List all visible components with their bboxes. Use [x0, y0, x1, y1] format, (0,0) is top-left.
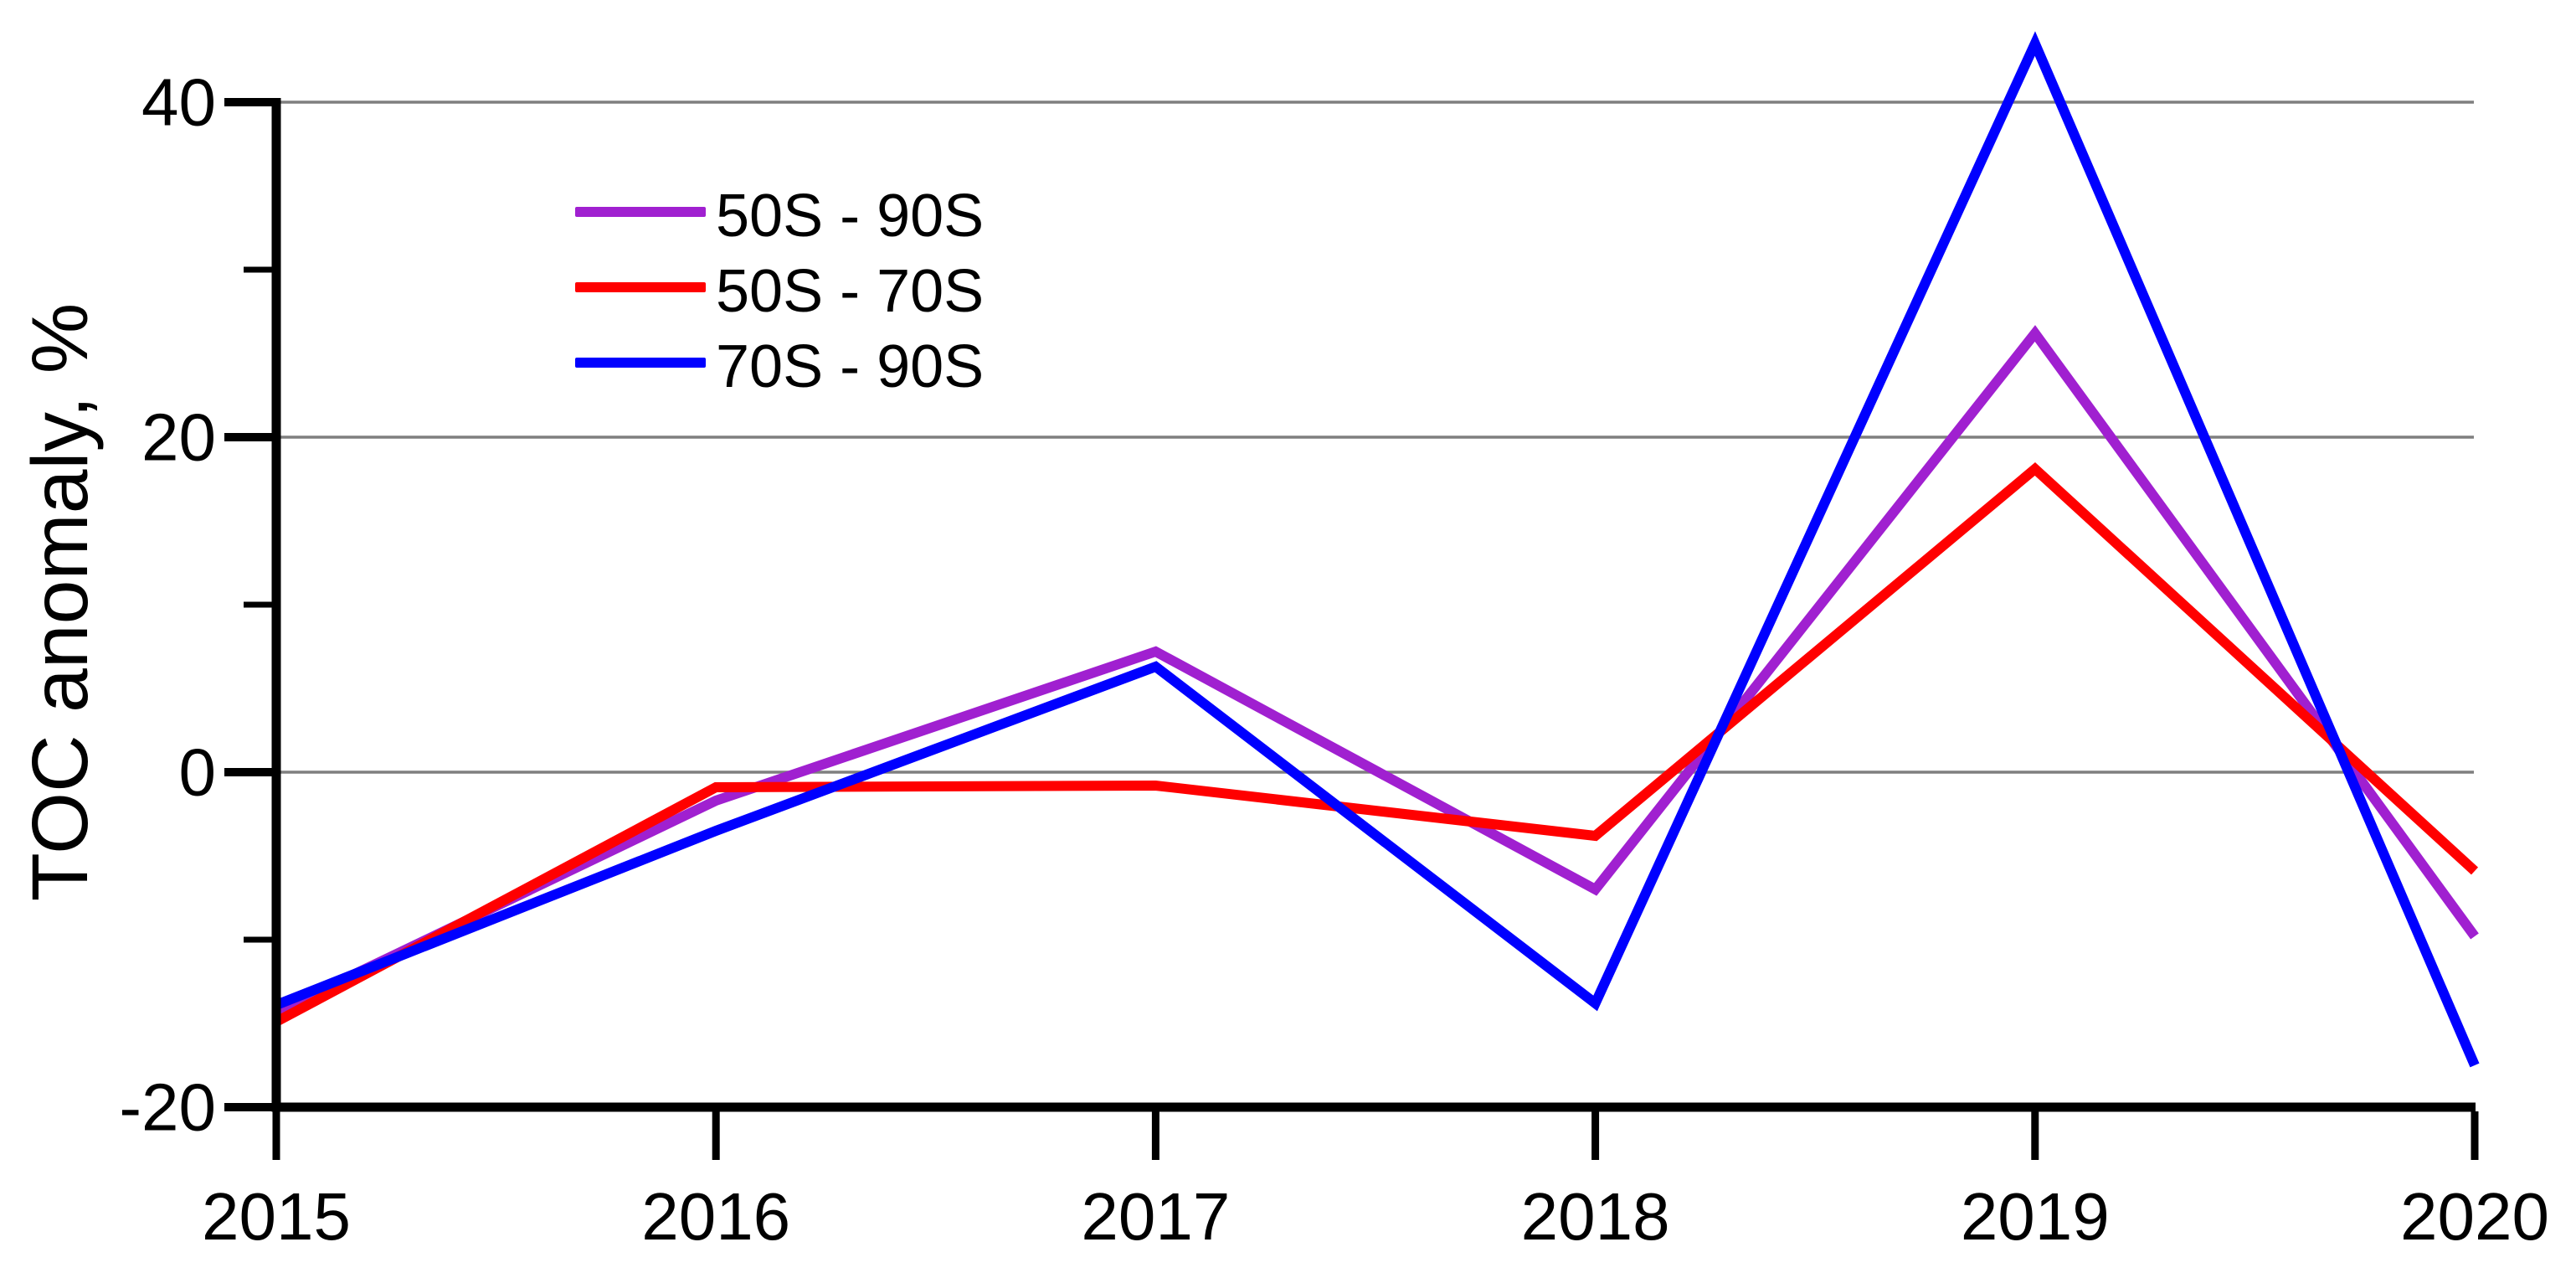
x-tick-label-2019: 2019: [1961, 1179, 2110, 1254]
y-tick-label-40: 40: [141, 65, 216, 140]
series-lines: [274, 31, 2480, 1068]
axes: [271, 98, 2476, 1112]
series-line-50s-90s: [274, 325, 2479, 1017]
series-line-50s-70s: [274, 462, 2479, 1027]
legend-line-50s-70s: [575, 282, 706, 292]
legend-line-70s-90s: [575, 358, 706, 368]
x-tick-label-2020: 2020: [2400, 1179, 2549, 1254]
x-tick-label-2017: 2017: [1081, 1179, 1230, 1254]
axis-ticks: [224, 98, 2479, 1160]
x-tick-labels: 2015 2016 2017 2018 2019 2020: [202, 1179, 2549, 1254]
legend-label: 50S - 70S: [716, 258, 985, 325]
x-tick-label-2018: 2018: [1521, 1179, 1670, 1254]
x-tick-label-2015: 2015: [202, 1179, 351, 1254]
legend-line-50s-90s: [575, 207, 706, 217]
legend-label: 70S - 90S: [716, 333, 985, 400]
y-tick-labels: 40 20 0 -20: [119, 65, 216, 1145]
series-line-70s-90s: [274, 31, 2480, 1068]
y-tick-label-0: 0: [179, 735, 217, 810]
y-axis-title: TOC anomaly, %: [16, 302, 105, 902]
legend-label: 50S - 90S: [716, 183, 985, 250]
x-tick-label-2016: 2016: [641, 1179, 790, 1254]
y-tick-label-20: 20: [141, 400, 216, 475]
y-tick-label--20: -20: [119, 1070, 216, 1145]
gridlines: [276, 100, 2474, 774]
